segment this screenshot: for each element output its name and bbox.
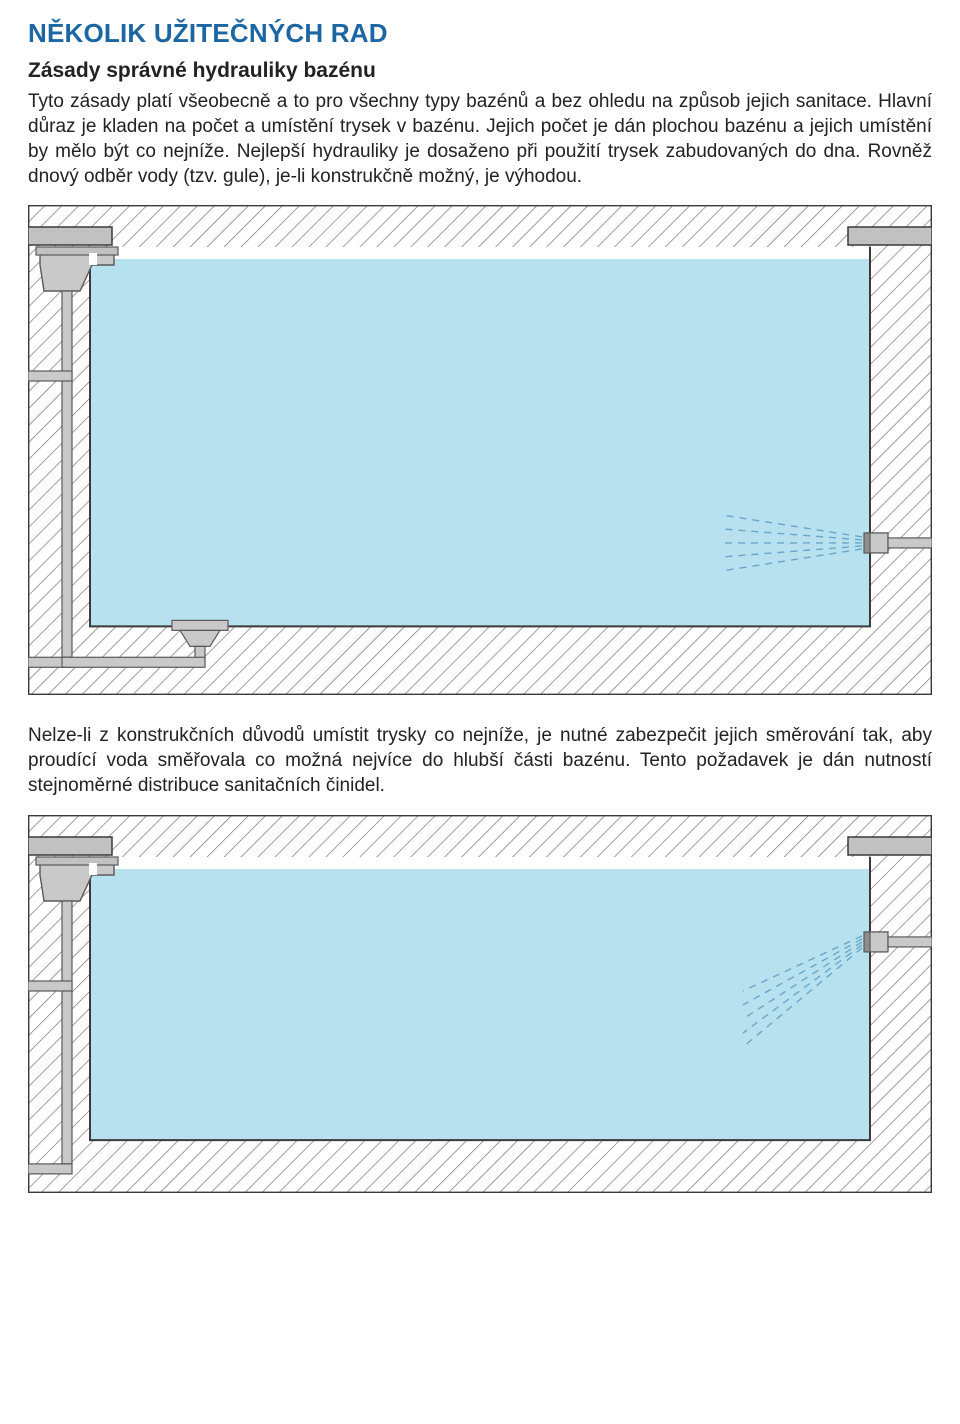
pool-diagram-1 [28, 205, 932, 695]
section-subtitle: Zásady správné hydrauliky bazénu [28, 59, 932, 83]
pool-diagram-2 [28, 815, 932, 1193]
pool-cross-section-icon [28, 815, 932, 1193]
pool-cross-section-icon [28, 205, 932, 695]
paragraph-2: Nelze-li z konstrukčních důvodů umístit … [28, 723, 932, 798]
page-title: NĚKOLIK UŽITEČNÝCH RAD [28, 18, 932, 49]
paragraph-1: Tyto zásady platí všeobecně a to pro vše… [28, 89, 932, 189]
